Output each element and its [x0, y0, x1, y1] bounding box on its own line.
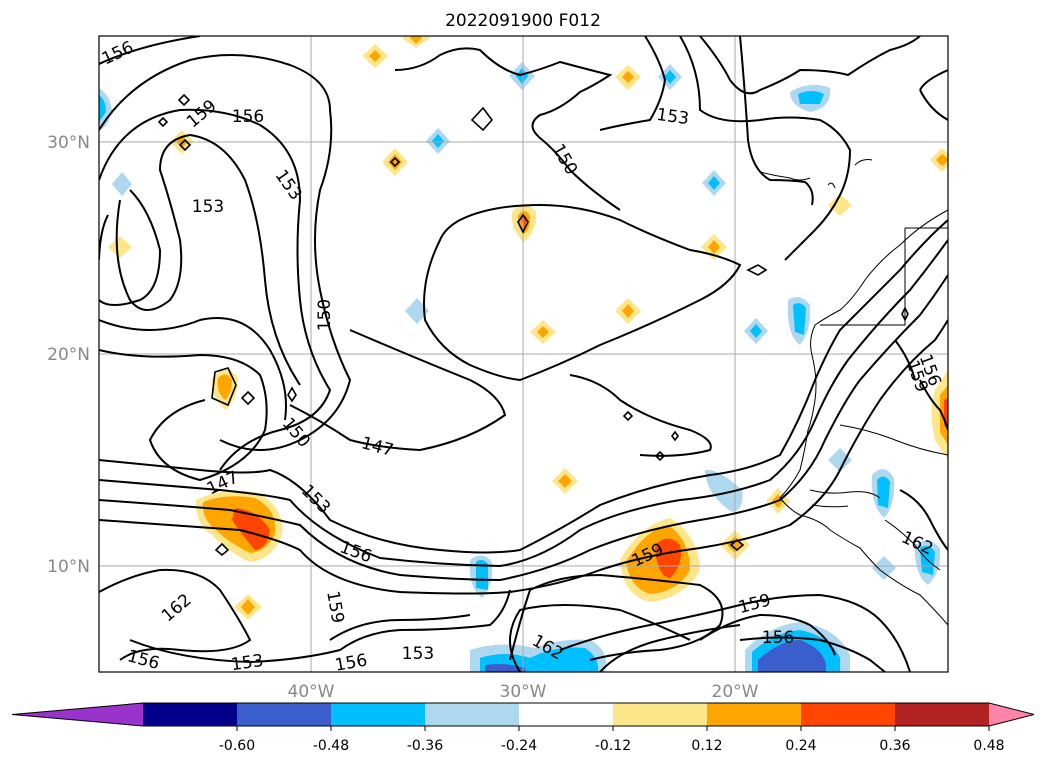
- contour-label: 150: [315, 299, 335, 331]
- lon-label: 40°W: [288, 682, 335, 702]
- contour-label: 153: [655, 105, 690, 129]
- contour-label: 156: [762, 628, 794, 648]
- colorbar-tick-label: 0.24: [785, 738, 816, 754]
- colorbar-segment: [143, 703, 238, 726]
- colorbar-tick-label: -0.12: [595, 738, 631, 754]
- gridlines: [99, 36, 948, 672]
- map-area: 156 159 156 153 153 153 150 150 150 147 …: [99, 36, 948, 675]
- colorbar-tick-label: -0.24: [501, 738, 537, 754]
- contour-label: 153: [192, 197, 224, 217]
- colorbar-segment: [425, 703, 520, 726]
- colorbar-tick-label: -0.60: [219, 738, 255, 754]
- colorbar-segment: [895, 703, 990, 726]
- colorbar-segment: [519, 703, 614, 726]
- small-contours: [157, 93, 909, 557]
- colorbar-segment: [801, 703, 896, 726]
- colorbar-extend-low: [12, 703, 143, 726]
- coastlines: [759, 159, 948, 626]
- colorbar-tick-label: -0.48: [313, 738, 349, 754]
- contour-label: 156: [232, 107, 264, 127]
- map-frame: [98, 35, 949, 673]
- contour-lines: [99, 36, 948, 672]
- lat-label: 20°N: [47, 345, 90, 365]
- anomaly-shading: [99, 36, 948, 672]
- map-title: 2022091900 F012: [445, 11, 601, 31]
- colorbar-outline: [11, 702, 1035, 727]
- colorbar-extend-high: [989, 703, 1034, 726]
- lat-label: 10°N: [47, 557, 90, 577]
- colorbar-tick-label: -0.36: [407, 738, 443, 754]
- colorbar-tick-label: 0.36: [879, 738, 910, 754]
- colorbar-segment: [707, 703, 802, 726]
- contour-label: 153: [230, 651, 265, 675]
- lon-label: 30°W: [500, 682, 547, 702]
- colorbar-tick-label: 0.12: [691, 738, 722, 754]
- contour-label: 156: [333, 650, 368, 675]
- colorbar: -0.60 -0.48 -0.36 -0.24 -0.12 0.12 0.24 0.36 0.4…: [11, 702, 1035, 754]
- contour-label: 153: [402, 644, 434, 664]
- lat-label: 30°N: [47, 133, 90, 153]
- colorbar-segment: [331, 703, 426, 726]
- colorbar-segment: [613, 703, 708, 726]
- colorbar-segment: [237, 703, 332, 726]
- lon-label: 20°W: [712, 682, 759, 702]
- colorbar-tick-label: 0.48: [973, 738, 1004, 754]
